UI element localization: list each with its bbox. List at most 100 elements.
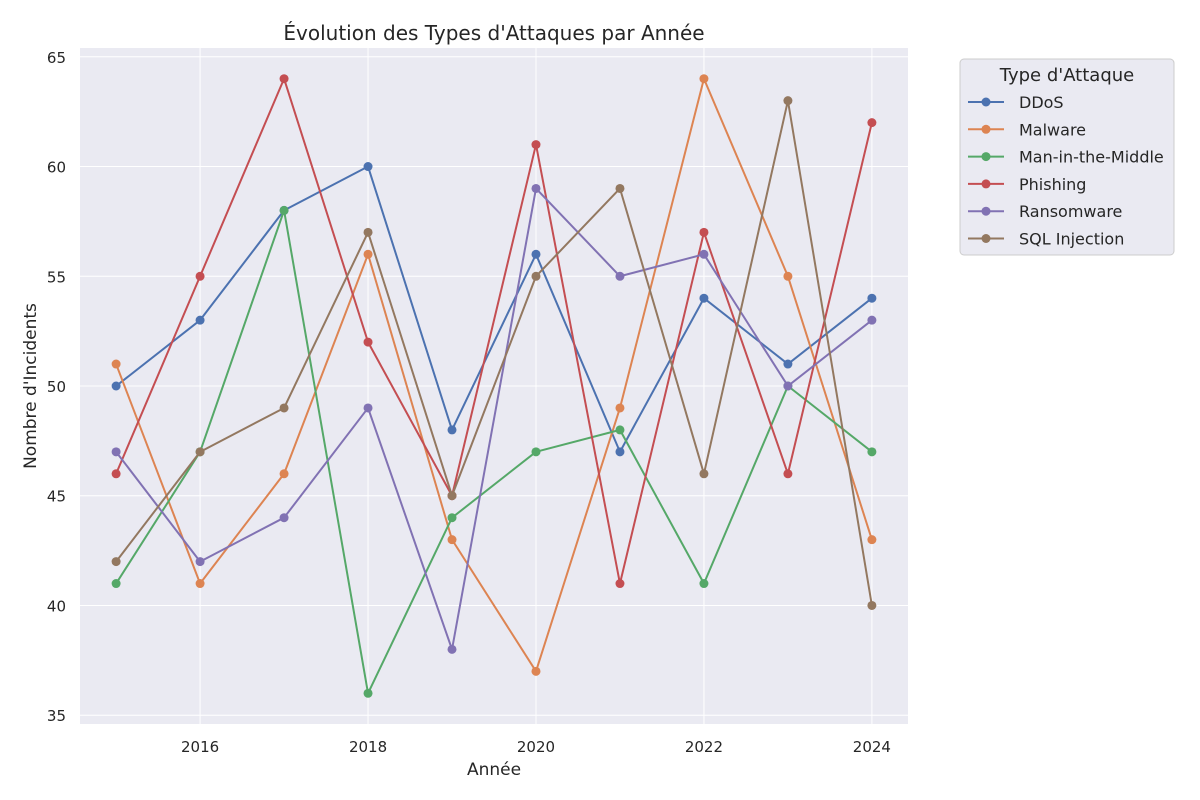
data-point [111, 359, 121, 369]
y-tick-label: 50 [47, 378, 66, 396]
x-tick-label: 2020 [517, 738, 555, 756]
series-line-phishing [115, 77, 873, 585]
legend-label: Malware [1019, 120, 1086, 139]
series-line-man-in-the-middle [115, 209, 873, 695]
data-point [111, 381, 121, 391]
legend-label: Phishing [1019, 175, 1086, 194]
series-line-ddos [115, 165, 873, 453]
data-point [783, 469, 793, 479]
legend-item-ddos: DDoS [968, 93, 1064, 112]
legend-marker [981, 97, 991, 107]
data-point [531, 666, 541, 676]
data-point [783, 271, 793, 281]
legend-marker [981, 124, 991, 134]
x-tick-label: 2018 [349, 738, 387, 756]
data-point [111, 447, 121, 457]
series-line-sql-injection [115, 99, 873, 606]
data-point [195, 557, 205, 567]
data-point [279, 403, 289, 413]
y-tick-label: 65 [47, 49, 66, 67]
series-ransomware [111, 183, 877, 654]
data-point [531, 140, 541, 150]
data-point [279, 205, 289, 215]
data-point [615, 271, 625, 281]
data-point [447, 491, 457, 501]
data-point [111, 469, 121, 479]
data-point [363, 249, 373, 259]
data-point [531, 249, 541, 259]
data-point [279, 513, 289, 523]
data-point [615, 425, 625, 435]
x-tick-label: 2024 [853, 738, 891, 756]
data-point [447, 513, 457, 523]
data-point [783, 96, 793, 106]
y-tick-label: 60 [47, 159, 66, 177]
data-point [699, 249, 709, 259]
data-point [531, 183, 541, 193]
y-tick-label: 35 [47, 707, 66, 725]
legend-marker [981, 234, 991, 243]
legend-item-phishing: Phishing [968, 175, 1086, 194]
legend-items: DDoS Malware Man-in-the-Middle Phishing Rans… [968, 93, 1164, 249]
data-point [363, 337, 373, 347]
y-tick-label: 45 [47, 488, 66, 506]
data-point [615, 447, 625, 457]
legend-box [959, 58, 1175, 256]
legend-item-man-in-the-middle: Man-in-the-Middle [968, 148, 1164, 167]
series-malware [111, 74, 877, 676]
data-point [699, 293, 709, 303]
data-point [615, 579, 625, 589]
data-point [363, 688, 373, 698]
y-axis-label: Nombre d'Incidents [21, 303, 41, 469]
legend-marker [981, 152, 991, 162]
legend-label: DDoS [1019, 93, 1064, 112]
legend-title: Type d'Attaque [999, 65, 1135, 86]
data-point [699, 74, 709, 84]
series-sql-injection [111, 96, 877, 610]
data-point [447, 535, 457, 545]
data-point [867, 600, 877, 610]
legend-item-sql-injection: SQL Injection [968, 230, 1124, 249]
legend-label: Ransomware [1019, 202, 1122, 221]
data-point [279, 74, 289, 84]
tick-labels: 2016 2018 2020 2022 2024 35 40 45 50 55 60 65 [47, 49, 891, 756]
series-layer [111, 74, 877, 698]
legend-marker [981, 206, 991, 216]
data-point [447, 644, 457, 654]
data-point [783, 359, 793, 369]
data-point [447, 425, 457, 435]
data-point [867, 535, 877, 545]
legend-item-malware: Malware [968, 120, 1086, 139]
series-phishing [111, 74, 877, 589]
data-point [195, 271, 205, 281]
x-tick-label: 2022 [685, 738, 723, 756]
data-point [615, 183, 625, 193]
series-line-ransomware [115, 187, 873, 651]
data-point [699, 579, 709, 589]
legend-label: SQL Injection [1019, 230, 1124, 249]
data-point [783, 381, 793, 391]
data-point [531, 271, 541, 281]
legend-label: Man-in-the-Middle [1019, 148, 1164, 167]
data-point [111, 579, 121, 589]
legend-item-ransomware: Ransomware [968, 202, 1122, 221]
data-point [111, 557, 121, 567]
data-point [279, 469, 289, 479]
data-point [195, 447, 205, 457]
data-point [363, 227, 373, 237]
data-point [699, 469, 709, 479]
data-point [615, 403, 625, 413]
data-point [195, 315, 205, 325]
legend: Type d'Attaque DDoS Malware Man-in-the-Mid… [959, 58, 1175, 256]
data-point [867, 315, 877, 325]
data-point [867, 118, 877, 128]
x-tick-label: 2016 [181, 738, 219, 756]
data-point [531, 447, 541, 457]
data-point [363, 403, 373, 413]
data-point [867, 447, 877, 457]
data-point [195, 579, 205, 589]
chart-title: Évolution des Types d'Attaques par Année [283, 21, 704, 45]
data-point [699, 227, 709, 237]
